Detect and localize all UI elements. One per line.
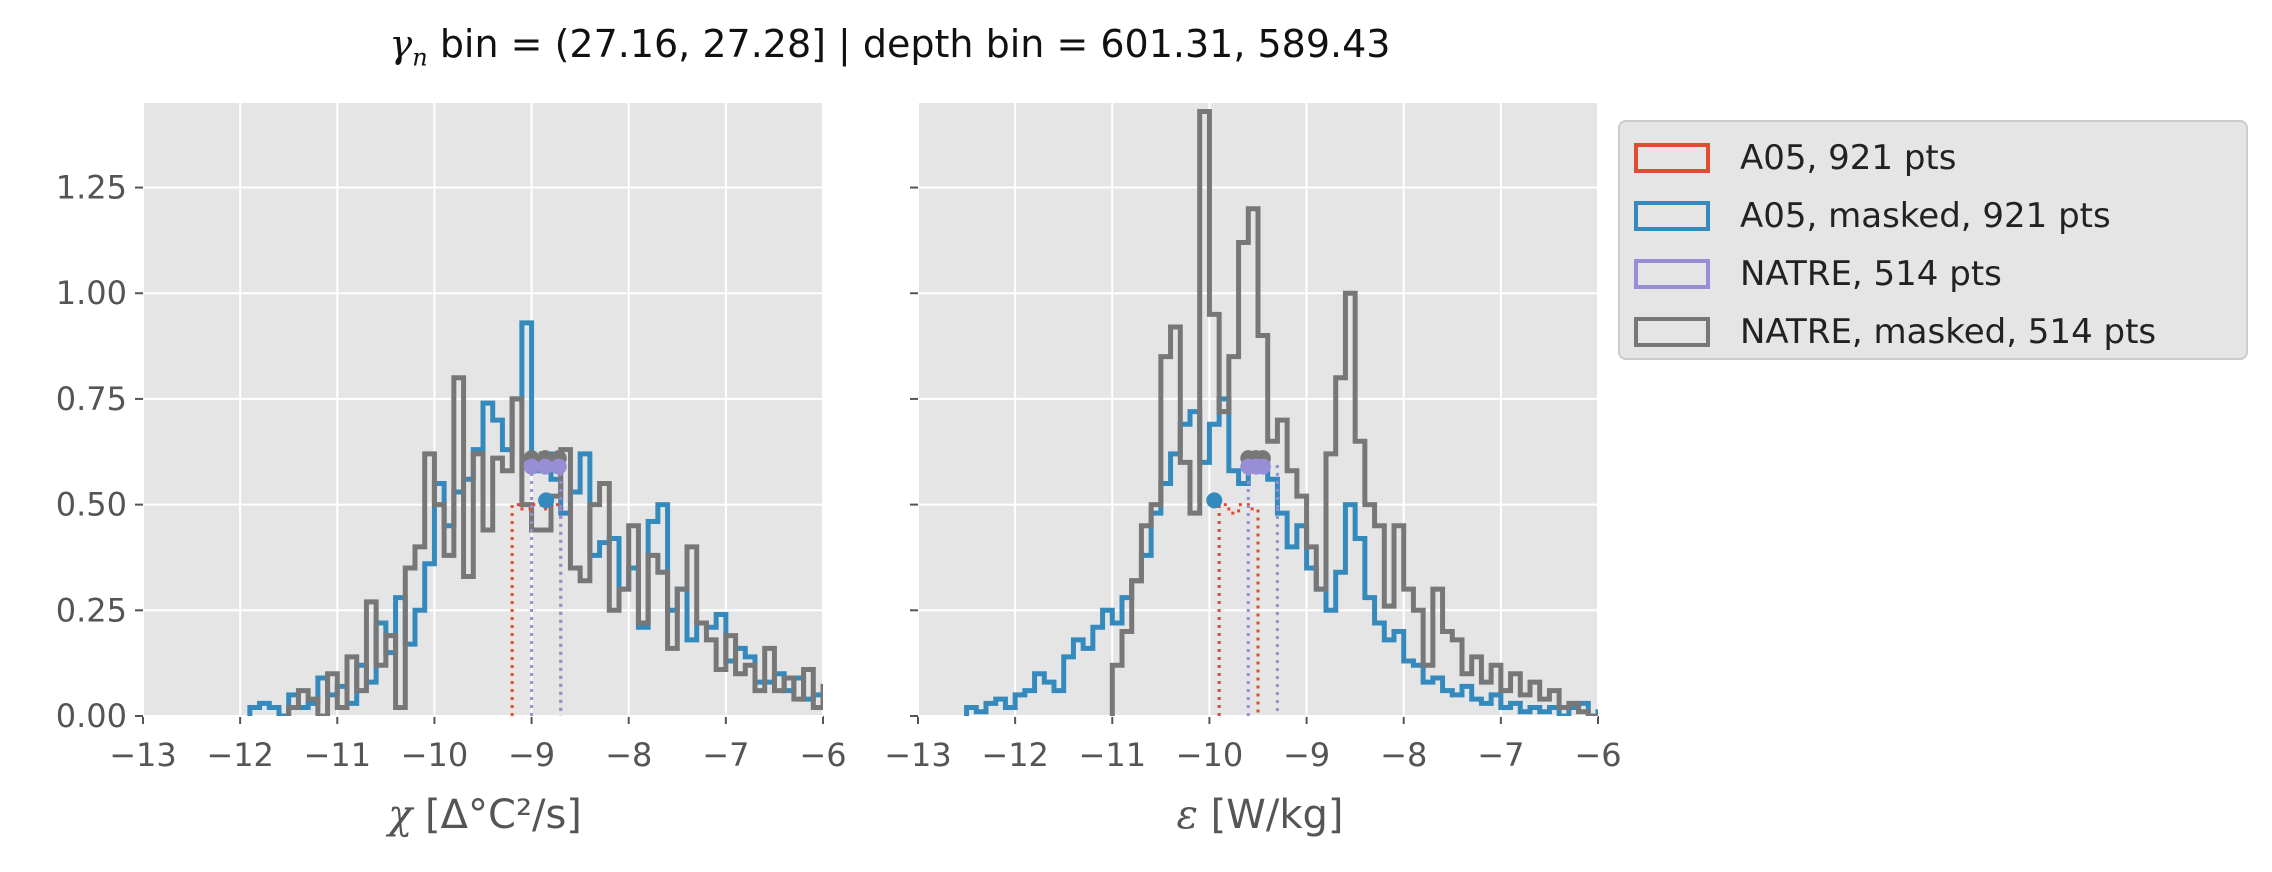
gamma-subscript: n [412,43,428,72]
hist-step-natre-masked-514-pts [1109,108,1598,716]
legend-swatch-a05-masked [1634,201,1710,231]
legend-swatch-natre [1634,259,1710,289]
legend-item-a05: A05, 921 pts [1634,136,1956,180]
chi-unit: [Δ°C²/s] [412,792,582,838]
chi-symbol: χ [388,792,413,838]
epsilon-unit: [W/kg] [1197,792,1344,838]
x-tick-label: −7 [1477,736,1524,774]
epsilon-axis-label: ε [W/kg] [960,792,1560,838]
x-tick-label: −12 [981,736,1049,774]
figure-title-text: bin = (27.16, 27.28] | depth bin = 601.3… [427,22,1391,66]
y-tick-label: 1.25 [56,169,127,207]
legend-label-natre: NATRE, 514 pts [1740,254,2002,294]
y-tick-label: 0.25 [56,591,127,629]
x-tick-label: −10 [401,736,469,774]
legend: A05, 921 pts A05, masked, 921 pts NATRE,… [1618,120,2248,360]
y-tick-label: 0.00 [56,697,127,735]
x-tick-label: −12 [206,736,274,774]
axes-epsilon: −13 −12 −11 −10 −9 −8 −7 −6 [884,103,1622,774]
x-tick-label: −11 [1079,736,1147,774]
x-tick-label: −11 [304,736,372,774]
axes-chi: −13 −12 −11 −10 −9 −8 −7 −6 0.00 0.25 0.50 0.75 1.00… [56,103,847,774]
x-tick-label: −9 [1283,736,1330,774]
data-point-marker [538,492,555,509]
data-point-marker [523,458,540,475]
data-point-marker [537,458,554,475]
y-tick-label: 1.00 [56,274,127,312]
hist-step-natre-514-pts [530,465,563,716]
y-tick-label: 0.75 [56,380,127,418]
x-tick-label: −8 [1380,736,1427,774]
figure-title: γn bin = (27.16, 27.28] | depth bin = 60… [0,22,1780,72]
x-tick-label: −13 [884,736,952,774]
y-tick-label: 0.50 [56,486,127,524]
chi-axis-label: χ [Δ°C²/s] [185,792,785,838]
x-tick-label: −8 [605,736,652,774]
legend-label-a05: A05, 921 pts [1740,138,1957,178]
legend-swatch-a05 [1634,143,1710,173]
hist-step-natre-masked-514-pts [286,375,823,716]
x-tick-label: −6 [799,736,846,774]
x-tick-label: −7 [702,736,749,774]
legend-item-natre-masked: NATRE, masked, 514 pts [1634,310,2156,354]
hist-step-natre-514-pts [1246,465,1279,716]
epsilon-symbol: ε [1176,792,1198,838]
hist-step-a05-921-pts [1217,503,1260,716]
gamma-symbol: γ [389,22,413,66]
legend-item-natre: NATRE, 514 pts [1634,252,2002,296]
legend-label-natre-masked: NATRE, masked, 514 pts [1740,312,2157,352]
data-point-marker [1254,458,1271,475]
legend-swatch-natre-masked [1634,317,1710,347]
data-point-marker [550,458,567,475]
hist-step-a05-masked-921-pts [964,396,1598,716]
x-tick-label: −10 [1176,736,1244,774]
legend-label-a05-masked: A05, masked, 921 pts [1740,196,2111,236]
x-tick-label: −13 [109,736,177,774]
x-tick-label: −9 [508,736,555,774]
legend-item-a05-masked: A05, masked, 921 pts [1634,194,2111,238]
data-point-marker [1206,492,1223,509]
x-tick-label: −6 [1574,736,1621,774]
